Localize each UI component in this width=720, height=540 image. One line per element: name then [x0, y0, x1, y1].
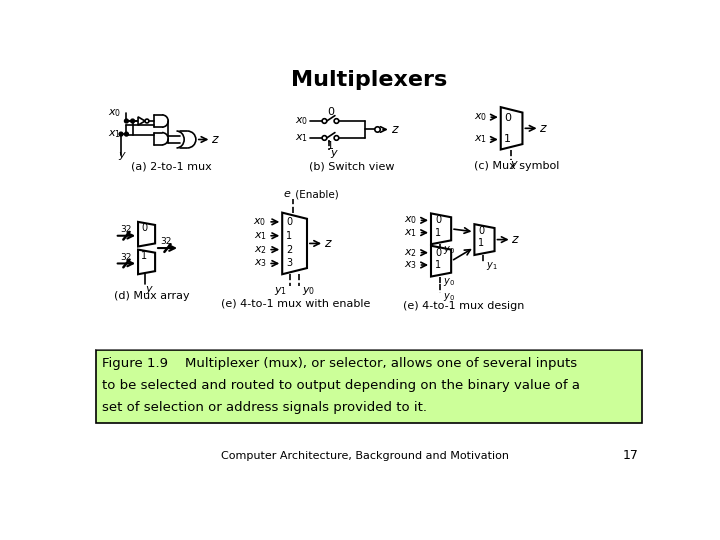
Text: (a) 2-to-1 mux: (a) 2-to-1 mux — [131, 161, 212, 171]
Text: $x_0$: $x_0$ — [108, 107, 121, 119]
Text: $x_3$: $x_3$ — [404, 259, 417, 271]
Text: $x_1$: $x_1$ — [404, 227, 417, 239]
Polygon shape — [282, 213, 307, 274]
Text: $x_0$: $x_0$ — [474, 111, 487, 123]
Text: $y_1$: $y_1$ — [486, 260, 498, 272]
Text: (Enable): (Enable) — [292, 189, 338, 199]
Text: Figure 1.9    Multiplexer (mux), or selector, allows one of several inputs: Figure 1.9 Multiplexer (mux), or selecto… — [102, 357, 577, 370]
Text: $x_0$: $x_0$ — [404, 214, 417, 226]
Text: 32: 32 — [161, 238, 171, 246]
Text: $x_3$: $x_3$ — [253, 258, 266, 269]
Polygon shape — [474, 224, 495, 255]
Circle shape — [334, 119, 339, 123]
Circle shape — [145, 119, 149, 123]
Text: y: y — [330, 148, 337, 158]
Polygon shape — [431, 213, 451, 244]
Text: Computer Architecture, Background and Motivation: Computer Architecture, Background and Mo… — [221, 451, 509, 461]
Circle shape — [131, 119, 135, 123]
Text: $x_1$: $x_1$ — [108, 128, 121, 140]
Text: (c) Mux symbol: (c) Mux symbol — [474, 161, 559, 171]
Text: 0: 0 — [435, 215, 441, 225]
Circle shape — [322, 119, 327, 123]
Text: 1: 1 — [435, 228, 441, 238]
Text: 0: 0 — [286, 217, 292, 227]
Text: (e) 4-to-1 mux with enable: (e) 4-to-1 mux with enable — [222, 299, 371, 308]
Text: $x_1$: $x_1$ — [474, 133, 487, 145]
Polygon shape — [138, 249, 155, 274]
Text: Multiplexers: Multiplexers — [291, 70, 447, 90]
Text: 2: 2 — [286, 245, 292, 254]
Polygon shape — [431, 246, 451, 276]
Text: (e) 4-to-1 mux design: (e) 4-to-1 mux design — [403, 301, 524, 311]
Circle shape — [119, 132, 123, 136]
Text: $x_2$: $x_2$ — [253, 244, 266, 255]
Polygon shape — [500, 107, 523, 150]
Text: $y_0$: $y_0$ — [443, 244, 454, 255]
Text: $y_0$: $y_0$ — [302, 285, 315, 297]
Text: z: z — [511, 233, 518, 246]
Text: (d) Mux array: (d) Mux array — [114, 291, 190, 301]
Text: z: z — [539, 122, 546, 135]
Text: y: y — [119, 150, 125, 160]
Text: 3: 3 — [286, 259, 292, 268]
Text: 1: 1 — [286, 231, 292, 241]
Text: 17: 17 — [622, 449, 638, 462]
Text: 1: 1 — [478, 239, 485, 248]
Text: 32: 32 — [120, 225, 131, 234]
Circle shape — [375, 127, 380, 132]
Text: z: z — [211, 133, 217, 146]
Text: z: z — [390, 123, 397, 136]
Text: e: e — [283, 189, 290, 199]
Text: 32: 32 — [120, 253, 131, 262]
Text: y: y — [145, 284, 151, 294]
Text: set of selection or address signals provided to it.: set of selection or address signals prov… — [102, 401, 428, 414]
Text: to be selected and routed to output depending on the binary value of a: to be selected and routed to output depe… — [102, 379, 580, 392]
Text: 0: 0 — [504, 113, 511, 123]
Text: y: y — [510, 159, 517, 169]
Text: 0: 0 — [435, 248, 441, 258]
Text: $y_0$: $y_0$ — [443, 292, 454, 303]
Text: $x_1$: $x_1$ — [253, 230, 266, 241]
Text: $y_0$: $y_0$ — [443, 276, 454, 288]
Text: (b) Switch view: (b) Switch view — [309, 161, 395, 171]
Text: $x_2$: $x_2$ — [404, 247, 417, 259]
Text: $x_0$: $x_0$ — [295, 115, 309, 127]
Polygon shape — [138, 222, 155, 247]
Text: 1: 1 — [141, 251, 148, 261]
Text: $y_1$: $y_1$ — [274, 285, 287, 297]
FancyBboxPatch shape — [96, 350, 642, 423]
Text: 0: 0 — [478, 226, 485, 236]
Text: z: z — [324, 237, 330, 250]
Polygon shape — [138, 117, 145, 125]
Text: 1: 1 — [327, 140, 334, 151]
Text: $x_1$: $x_1$ — [295, 132, 309, 144]
Text: 1: 1 — [435, 260, 441, 270]
Circle shape — [334, 136, 339, 140]
Text: 0: 0 — [141, 223, 148, 233]
Circle shape — [125, 119, 128, 123]
Circle shape — [125, 132, 128, 136]
Circle shape — [322, 136, 327, 140]
Text: $x_0$: $x_0$ — [253, 216, 266, 228]
Text: 1: 1 — [504, 134, 511, 144]
Text: 0: 0 — [327, 107, 334, 117]
